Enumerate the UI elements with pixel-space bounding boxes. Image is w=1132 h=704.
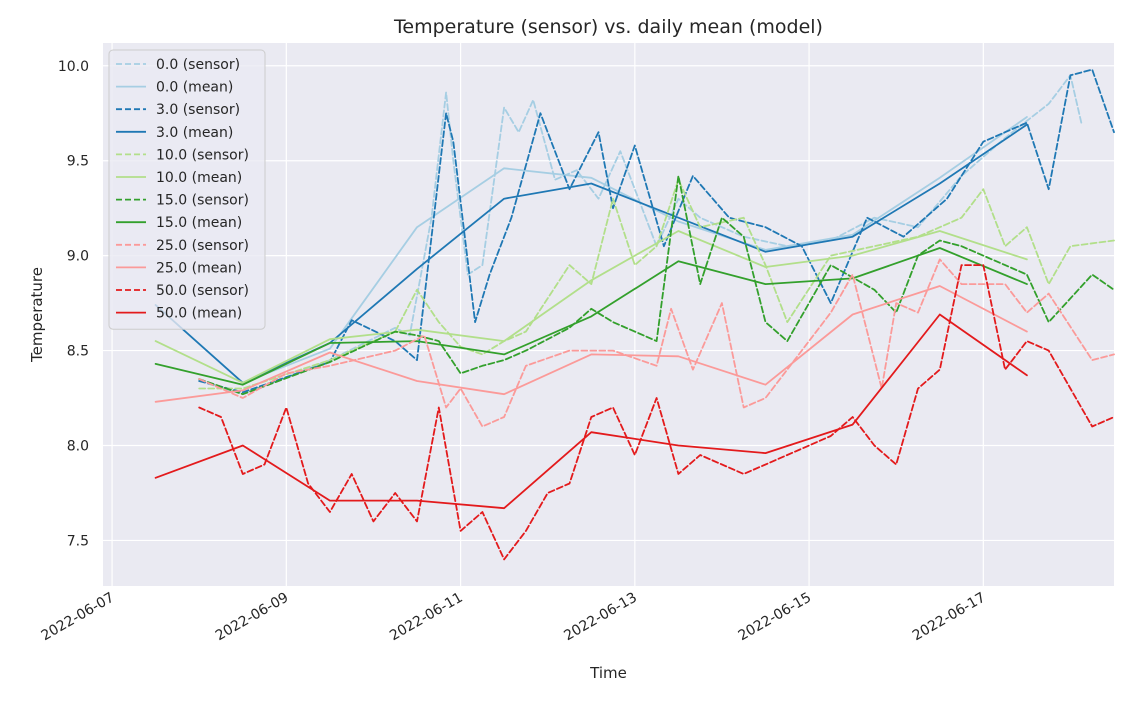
legend-label: 0.0 (sensor) xyxy=(156,57,240,73)
legend-label: 25.0 (sensor) xyxy=(156,238,249,254)
series-line xyxy=(154,285,1028,403)
x-axis-label: Time xyxy=(589,664,627,682)
series-line xyxy=(198,174,1115,396)
legend-label: 15.0 (mean) xyxy=(156,215,242,231)
y-tick-label: 7.5 xyxy=(67,533,89,549)
y-tick-label: 8.0 xyxy=(67,439,89,455)
y-tick-label: 9.5 xyxy=(67,154,89,170)
x-tick-label: 2022-06-15 xyxy=(736,590,814,645)
legend-label: 25.0 (mean) xyxy=(156,260,242,276)
legend-label: 0.0 (mean) xyxy=(156,80,233,96)
legend-label: 10.0 (sensor) xyxy=(156,147,249,163)
chart-title: Temperature (sensor) vs. daily mean (mod… xyxy=(393,16,823,38)
legend-label: 3.0 (sensor) xyxy=(156,102,240,118)
x-tick-label: 2022-06-09 xyxy=(213,590,291,645)
series-line xyxy=(154,230,1028,384)
series-line xyxy=(198,258,1115,428)
series-line xyxy=(198,178,1115,390)
plot-area xyxy=(103,43,1114,586)
legend-box xyxy=(108,49,266,330)
series-line xyxy=(198,264,1115,561)
y-tick-label: 8.5 xyxy=(67,344,89,360)
y-axis-label: Temperature xyxy=(28,267,46,363)
legend: 0.0 (sensor) 0.0 (mean) 3.0 (sensor) 3.0 (m… xyxy=(108,49,266,330)
x-tick-label: 2022-06-07 xyxy=(39,590,117,645)
legend-label: 10.0 (mean) xyxy=(156,170,242,186)
y-tick-label: 10.0 xyxy=(58,59,89,75)
legend-label: 50.0 (mean) xyxy=(156,306,242,322)
legend-label: 3.0 (mean) xyxy=(156,125,233,141)
series-line xyxy=(154,116,1028,384)
x-tick-label: 2022-06-11 xyxy=(387,590,465,645)
series-line xyxy=(198,68,1115,394)
series-line xyxy=(154,247,1028,386)
x-tick-label: 2022-06-13 xyxy=(561,590,639,645)
legend-label: 15.0 (sensor) xyxy=(156,193,249,209)
series-line xyxy=(154,313,1028,510)
legend-label: 50.0 (sensor) xyxy=(156,283,249,299)
x-tick-label: 2022-06-17 xyxy=(910,590,988,645)
series-lines xyxy=(154,68,1115,561)
y-tick-label: 9.0 xyxy=(67,249,89,265)
